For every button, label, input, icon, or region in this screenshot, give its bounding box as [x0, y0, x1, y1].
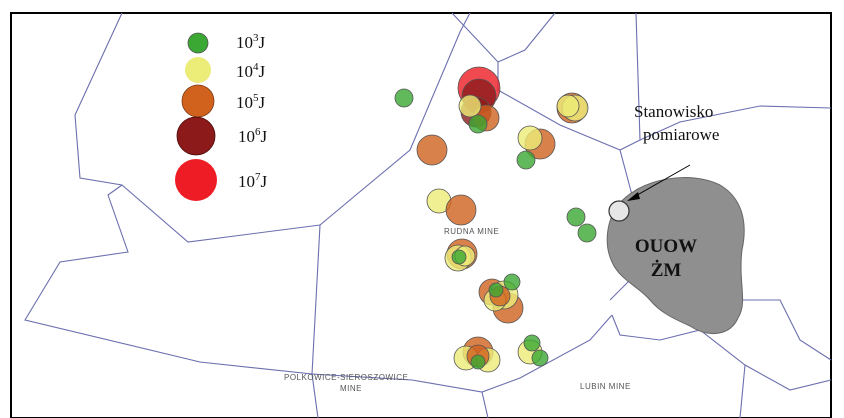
seismic-events — [394, 66, 597, 373]
ouow-zm-area — [606, 177, 745, 334]
legend-label-10-4J: 104J — [236, 61, 266, 81]
legend-label-10-5J: 105J — [236, 92, 266, 112]
event-10-4J — [556, 94, 580, 118]
event-10-3J — [566, 207, 586, 227]
event-10-3J — [394, 88, 414, 108]
station-label-line1: Stanowisko — [634, 102, 713, 121]
rudna-mine-label: RUDNA MINE — [444, 227, 499, 236]
station-arrow-head — [627, 192, 640, 201]
legend-marker-10-5J — [181, 84, 215, 118]
event-10-3J — [516, 150, 536, 170]
legend-marker-10-7J — [175, 159, 217, 201]
legend-label-10-3J: 103J — [236, 32, 266, 52]
legend-label-10-6J: 106J — [238, 126, 268, 146]
event-10-3J — [523, 334, 541, 352]
legend-label-10-7J: 107J — [238, 171, 268, 191]
lubin-mine-label: LUBIN MINE — [580, 382, 631, 391]
legend: 103J 104J 105J 106J 107J — [175, 32, 268, 201]
event-10-3J — [488, 282, 504, 298]
station-label-line2: pomiarowe — [643, 125, 719, 144]
event-10-3J — [503, 273, 521, 291]
ouow-label: OUOW — [635, 236, 697, 257]
event-10-3J — [470, 354, 486, 370]
measurement-station-marker — [608, 200, 630, 222]
event-10-3J — [577, 223, 597, 243]
event-10-5J — [445, 194, 477, 226]
zm-label: ŻM — [651, 260, 682, 281]
event-10-3J — [451, 249, 467, 265]
polkowice-mine-label-line1: POLKOWICE-SIEROSZOWICE — [284, 373, 408, 382]
event-10-5J — [416, 134, 448, 166]
station-arrow-line — [631, 164, 691, 199]
event-10-3J — [468, 114, 488, 134]
event-10-4J — [517, 125, 543, 151]
legend-marker-10-4J — [185, 57, 211, 83]
event-10-4J — [458, 94, 482, 118]
event-10-3J — [531, 349, 549, 367]
legend-marker-10-6J — [176, 116, 216, 156]
legend-marker-10-3J — [187, 32, 209, 54]
polkowice-mine-label-line2: MINE — [340, 384, 362, 393]
